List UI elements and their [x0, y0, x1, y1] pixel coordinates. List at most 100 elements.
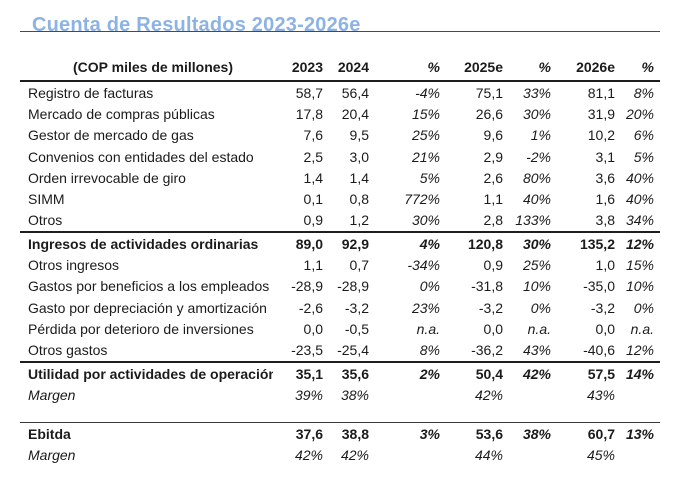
growth-cell: 30%: [522, 235, 551, 252]
value-cell: 9,6: [483, 127, 503, 144]
row-label: Ingresos de actividades ordinarias: [28, 235, 259, 252]
value-cell: 44%: [474, 447, 503, 464]
value-cell: 120,8: [467, 235, 503, 252]
value-cell: 7,6: [303, 127, 323, 144]
value-cell: 1,1: [483, 191, 503, 208]
value-cell: -40,6: [583, 342, 615, 359]
value-cell: -23,5: [291, 342, 323, 359]
spacer-cell: [20, 405, 660, 423]
table-row: SIMM 0,1 0,8 772% 1,1 40% 1,6 40%: [20, 188, 660, 209]
value-cell: 42%: [340, 447, 369, 464]
growth-cell: 23%: [411, 299, 440, 316]
value-cell: -2,6: [298, 299, 323, 316]
table-row: Mercado de compras públicas 17,8 20,4 15% 26…: [20, 103, 660, 124]
growth-cell: -2%: [526, 148, 551, 165]
growth-cell: -34%: [407, 257, 440, 274]
value-cell: 20,4: [341, 105, 369, 122]
value-cell: 3,6: [595, 169, 615, 186]
table-header-row: (COP miles de millones) 2023 2024 % 2025…: [20, 32, 660, 81]
growth-cell: 25%: [411, 127, 440, 144]
value-cell: 0,9: [303, 212, 323, 229]
growth-cell: 38%: [522, 426, 551, 443]
growth-cell: 30%: [411, 212, 440, 229]
growth-cell: 42%: [522, 365, 551, 382]
value-cell: 1,2: [349, 212, 369, 229]
table-row: Gasto por depreciación y amortización -2,…: [20, 297, 660, 318]
spacer-row: [20, 405, 660, 423]
row-label: Utilidad por actividades de operación: [28, 365, 273, 382]
value-cell: 38,8: [341, 426, 369, 443]
table-row: Gestor de mercado de gas 7,6 9,5 25% 9,6 1% 10…: [20, 125, 660, 146]
value-cell: 60,7: [587, 426, 615, 443]
table-row: Otros 0,9 1,2 30% 2,8 133% 3,8 34%: [20, 210, 660, 233]
row-label: Convenios con entidades del estado: [28, 148, 254, 165]
growth-cell: [615, 384, 660, 405]
growth-cell: 30%: [522, 105, 551, 122]
growth-cell: 4%: [419, 235, 440, 252]
value-cell: 75,1: [475, 84, 503, 101]
value-cell: 0,7: [349, 257, 369, 274]
row-label: Gasto por depreciación y amortización: [28, 299, 267, 316]
value-cell: -31,8: [471, 278, 503, 295]
value-cell: 53,6: [475, 426, 503, 443]
value-cell: -35,0: [583, 278, 615, 295]
value-cell: 2,5: [303, 148, 323, 165]
growth-cell: 43%: [522, 342, 551, 359]
value-cell: 89,0: [295, 235, 323, 252]
col-header-2024: 2024: [337, 59, 369, 75]
row-label: Gastos por beneficios a los empleados: [28, 278, 270, 295]
table-row: Margen 42% 42% 44% 45%: [20, 445, 660, 466]
growth-cell: 80%: [522, 169, 551, 186]
value-cell: 9,5: [349, 127, 369, 144]
value-cell: 1,4: [303, 169, 323, 186]
value-cell: 81,1: [587, 84, 615, 101]
growth-cell: 6%: [633, 127, 654, 144]
table-body: Registro de facturas 58,7 56,4 -4% 75,1 33% 81…: [20, 81, 660, 466]
growth-cell: 40%: [625, 191, 654, 208]
col-header-pct-1: %: [427, 59, 440, 75]
value-cell: -3,2: [344, 299, 369, 316]
value-cell: 2,8: [483, 212, 503, 229]
value-cell: 3,0: [349, 148, 369, 165]
growth-cell: 0%: [419, 278, 440, 295]
value-cell: 2,6: [483, 169, 503, 186]
value-cell: 92,9: [341, 235, 369, 252]
growth-cell: 5%: [633, 148, 654, 165]
row-label: Pérdida por deterioro de inversiones: [28, 320, 254, 337]
growth-cell: 10%: [625, 278, 654, 295]
growth-cell: -4%: [415, 84, 440, 101]
value-cell: -3,2: [590, 299, 615, 316]
growth-cell: 21%: [411, 148, 440, 165]
table-row: Registro de facturas 58,7 56,4 -4% 75,1 33% 81…: [20, 81, 660, 103]
growth-cell: 40%: [522, 191, 551, 208]
value-cell: 31,9: [587, 105, 615, 122]
row-label: Registro de facturas: [28, 84, 154, 101]
row-label: Margen: [28, 386, 76, 403]
page-title: Cuenta de Resultados 2023-2026e: [32, 14, 361, 37]
value-cell: 43%: [586, 386, 615, 403]
growth-cell: 772%: [404, 191, 440, 208]
growth-cell: 13%: [625, 426, 654, 443]
value-cell: 57,5: [587, 365, 615, 382]
col-header-pct-3: %: [641, 59, 654, 75]
value-cell: 3,8: [595, 212, 615, 229]
value-cell: 56,4: [341, 84, 369, 101]
growth-cell: 5%: [419, 169, 440, 186]
table-row: Orden irrevocable de giro 1,4 1,4 5% 2,6 80% 3…: [20, 167, 660, 188]
row-label: Otros: [28, 212, 63, 229]
table-row: Ingresos de actividades ordinarias 89,0 92…: [20, 232, 660, 254]
value-cell: 39%: [294, 386, 323, 403]
table-row: Pérdida por deterioro de inversiones 0,0 -…: [20, 318, 660, 339]
value-cell: 58,7: [295, 84, 323, 101]
row-label: SIMM: [28, 191, 65, 208]
value-cell: 35,6: [341, 365, 369, 382]
col-header-2025e: 2025e: [464, 59, 503, 75]
row-label: Otros ingresos: [28, 257, 120, 274]
row-label: Ebitda: [28, 426, 71, 443]
growth-cell: 12%: [625, 342, 654, 359]
growth-cell: 12%: [625, 235, 654, 252]
value-cell: 1,6: [595, 191, 615, 208]
col-header-2026e: 2026e: [576, 59, 615, 75]
growth-cell: 1%: [530, 127, 551, 144]
value-cell: 17,8: [295, 105, 323, 122]
